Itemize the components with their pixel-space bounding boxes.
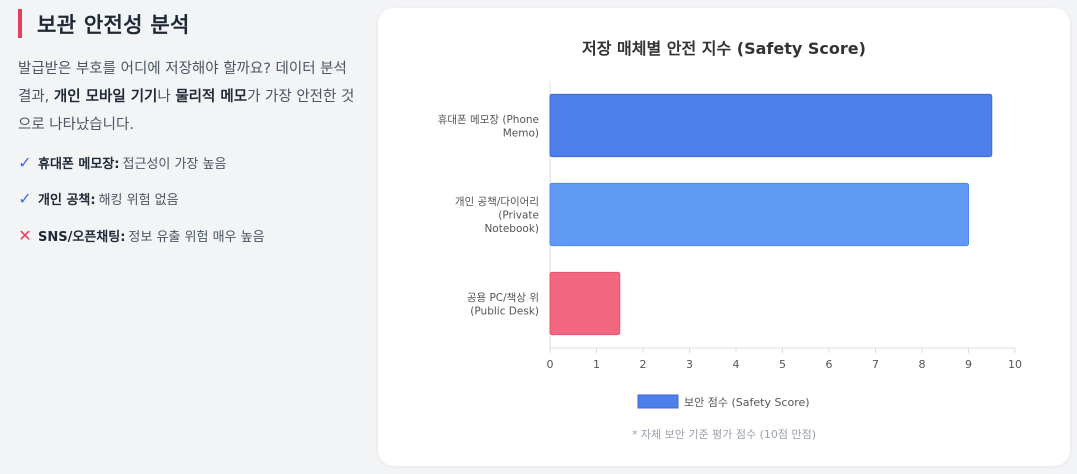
bar: [549, 93, 993, 158]
legend-swatch: [637, 394, 679, 409]
description: 발급받은 부호를 어디에 저장해야 할까요? 데이터 분석 결과, 개인 모바일…: [18, 55, 363, 139]
category-label: 개인 공책/다이어리: [455, 196, 539, 208]
x-tick-label: 0: [547, 358, 554, 371]
finding-text: 접근성이 가장 높음: [122, 156, 227, 172]
finding-label: 개인 공책:: [38, 193, 96, 208]
desc-text-2: 나: [157, 89, 176, 105]
category-label: (Private: [498, 210, 539, 222]
x-tick-label: 1: [593, 358, 600, 371]
x-tick-label: 4: [733, 358, 740, 371]
x-tick-label: 6: [826, 358, 833, 371]
category-label: Notebook): [484, 223, 539, 235]
finding-text: 정보 유출 위험 매우 높음: [128, 229, 265, 245]
desc-text-3: 가 가장 안전한 것으로 나타났습니다.: [18, 89, 355, 133]
x-tick-label: 10: [1008, 358, 1022, 371]
x-tick-label: 3: [686, 358, 693, 371]
section-title: 보관 안전성 분석: [18, 9, 190, 38]
category-label: 휴대폰 메모장 (Phone: [438, 114, 539, 126]
x-tick-label: 7: [872, 358, 879, 371]
check-icon: ✓: [18, 152, 32, 172]
findings-list: ✓ 휴대폰 메모장: 접근성이 가장 높음 ✓ 개인 공책: 해킹 위험 없음 …: [18, 151, 363, 261]
legend-label: 보안 점수 (Safety Score): [684, 396, 810, 409]
category-label: (Public Desk): [470, 305, 539, 317]
x-tick-label: 5: [779, 358, 786, 371]
x-tick-label: 8: [919, 358, 926, 371]
desc-text-1: 발급받은 부호를 어디에 저장해야 할까요? 데이터 분석 결과,: [18, 61, 347, 105]
desc-bold-1: 개인 모바일 기기: [53, 89, 158, 105]
chart-footnote: * 자체 보안 기준 평가 점수 (10점 만점): [631, 428, 817, 441]
finding-text: 해킹 위험 없음: [98, 193, 179, 208]
bar: [549, 271, 621, 336]
bar: [549, 182, 969, 247]
x-tick-label: 2: [640, 358, 647, 371]
category-label: 공용 PC/책상 위: [467, 291, 539, 304]
category-label: Memo): [503, 127, 539, 139]
finding-label: SNS/오픈채팅:: [38, 229, 126, 245]
finding-notebook: ✓ 개인 공책: 해킹 위험 없음: [18, 188, 363, 210]
chart-title: 저장 매체별 안전 지수 (Safety Score): [582, 39, 866, 58]
finding-phone-memo: ✓ 휴대폰 메모장: 접근성이 가장 높음: [18, 151, 363, 173]
x-tick-label: 9: [965, 358, 972, 371]
section-title-text: 보관 안전성 분석: [37, 12, 190, 37]
cross-icon: ✕: [18, 225, 32, 245]
desc-bold-2: 물리적 메모: [175, 89, 248, 105]
safety-score-chart: 저장 매체별 안전 지수 (Safety Score) 0 1 2 3 4 5 6 7 8 9 10 휴…: [438, 39, 1022, 409]
finding-label: 휴대폰 메모장:: [38, 156, 120, 172]
finding-sns: ✕ SNS/오픈채팅: 정보 유출 위험 매우 높음: [18, 224, 363, 246]
chart-card: 저장 매체별 안전 지수 (Safety Score) 0 1 2 3 4 5 6 7 8 9 10 휴…: [378, 8, 1070, 466]
check-icon: ✓: [18, 189, 32, 208]
